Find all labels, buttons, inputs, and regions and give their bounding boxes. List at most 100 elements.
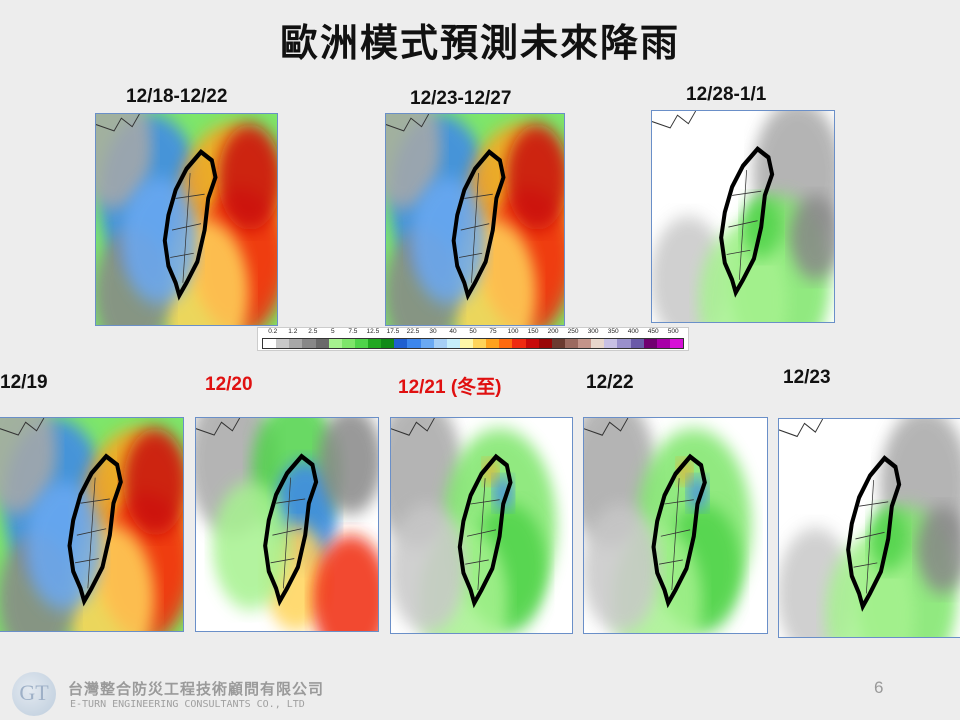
- rainfall-map: [385, 113, 565, 326]
- rain-area: [584, 504, 660, 633]
- colorbar-cell: [564, 339, 578, 348]
- rain-area: [218, 124, 277, 231]
- colorbar-tick-label: 7.5: [348, 328, 358, 335]
- taiwan-outline: [162, 148, 218, 301]
- logo-text: GT: [19, 680, 49, 705]
- company-logo: GT: [12, 672, 56, 716]
- china-coast: [652, 111, 697, 129]
- rain-area: [123, 428, 183, 536]
- rainfall-map: [583, 417, 768, 634]
- colorbar-tick-label: 200: [547, 328, 559, 335]
- colorbar-cell: [276, 339, 290, 348]
- colorbar-cell: [656, 339, 670, 348]
- china-coast: [391, 418, 435, 436]
- colorbar-tick-label: 100: [507, 328, 519, 335]
- company-name-en: E-TURN ENGINEERING CONSULTANTS CO., LTD: [70, 699, 305, 710]
- county-borders: [170, 173, 205, 283]
- colorbar-cell: [499, 339, 513, 348]
- colorbar-cell: [591, 339, 605, 348]
- colorbar-cell: [551, 339, 565, 348]
- rain-area: [312, 535, 378, 631]
- rain-area: [917, 506, 960, 594]
- colorbar-tick-label: 0.2: [268, 328, 278, 335]
- county-borders: [458, 173, 493, 283]
- rainfall-map: [778, 418, 960, 638]
- colorbar-cell: [420, 339, 434, 348]
- precipitation-colorbar: 0.2 1.2 2.5 5 7.5 12.5 17.5 22.5 30 40 50 75 100 150 2…: [257, 327, 689, 351]
- colorbar-tick-label: 150: [527, 328, 539, 335]
- rain-area: [391, 504, 466, 633]
- top-map-label-3: 12/28-1/1: [686, 84, 767, 105]
- bottom-map-label-5: 12/23: [783, 367, 831, 388]
- slide-title: 歐洲模式預測未來降雨: [279, 21, 680, 65]
- rain-area: [318, 418, 378, 514]
- colorbar-tick-label: 1.2: [288, 328, 298, 335]
- china-coast: [0, 418, 45, 436]
- rain-area: [790, 195, 834, 280]
- colorbar-tick-label: 17.5: [386, 328, 400, 335]
- bottom-map-label-4: 12/22: [586, 372, 634, 393]
- rainfall-map: [390, 417, 573, 634]
- colorbar-cell: [473, 339, 487, 348]
- taiwan-outline: [457, 453, 513, 609]
- taiwan-outline: [263, 453, 319, 607]
- colorbar-cell: [617, 339, 631, 348]
- rainfall-map: [0, 417, 184, 632]
- colorbar-cell: [538, 339, 552, 348]
- page-number: 6: [874, 678, 884, 697]
- rain-area: [506, 124, 564, 231]
- colorbar-tick-label: 5: [331, 328, 335, 335]
- colorbar-cell: [394, 339, 408, 348]
- colorbar-tick-label: 50: [469, 328, 477, 335]
- rainfall-map: [195, 417, 379, 632]
- colorbar-cell: [459, 339, 473, 348]
- colorbar-cell: [407, 339, 421, 348]
- county-borders: [465, 478, 500, 591]
- colorbar-cell: [289, 339, 303, 348]
- colorbar-tick-label: 2.5: [308, 328, 318, 335]
- county-borders: [270, 477, 306, 589]
- china-coast: [196, 418, 241, 436]
- taiwan-outline: [451, 148, 506, 301]
- taiwan-outline: [846, 455, 902, 612]
- colorbar-cell: [604, 339, 618, 348]
- colorbar-cell: [630, 339, 644, 348]
- rain-area: [386, 114, 442, 209]
- colorbar-tick-label: 300: [587, 328, 599, 335]
- colorbar-cell: [302, 339, 316, 348]
- colorbar-tick-label: 40: [449, 328, 457, 335]
- rainfall-map: [651, 110, 835, 323]
- rain-area: [121, 177, 198, 304]
- colorbar-cell: [669, 339, 683, 348]
- colorbar-cell: [512, 339, 526, 348]
- colorbar-cell: [578, 339, 592, 348]
- top-map-label-1: 12/18-12/22: [126, 86, 228, 107]
- colorbar-tick-label: 400: [627, 328, 639, 335]
- colorbar-tick-label: 500: [667, 328, 679, 335]
- colorbar-tick-label: 22.5: [406, 328, 420, 335]
- colorbar-cell: [446, 339, 460, 348]
- county-borders: [853, 480, 889, 594]
- colorbar-cell: [328, 339, 342, 348]
- colorbar-cell: [354, 339, 368, 348]
- top-map-label-2: 12/23-12/27: [410, 88, 512, 109]
- colorbar-tick-label: 75: [489, 328, 497, 335]
- colorbar-cell: [263, 339, 277, 348]
- rain-area: [410, 177, 486, 304]
- bottom-map-label-1: 12/19: [0, 372, 48, 393]
- colorbar-cell: [525, 339, 539, 348]
- china-coast: [779, 419, 824, 438]
- china-coast: [386, 114, 430, 132]
- company-name-zh: 台灣整合防災工程技術顧問有限公司: [68, 681, 325, 698]
- china-coast: [96, 114, 140, 132]
- colorbar-tick-label: 350: [607, 328, 619, 335]
- rain-area: [96, 114, 153, 209]
- colorbar-cell: [315, 339, 329, 348]
- county-borders: [658, 478, 694, 591]
- bottom-map-label-2: 12/20: [205, 374, 253, 395]
- bottom-map-label-3: 12/21 (冬至): [398, 377, 502, 398]
- colorbar-cell: [368, 339, 382, 348]
- rainfall-map: [95, 113, 278, 326]
- taiwan-outline: [67, 453, 123, 607]
- county-borders: [74, 477, 110, 589]
